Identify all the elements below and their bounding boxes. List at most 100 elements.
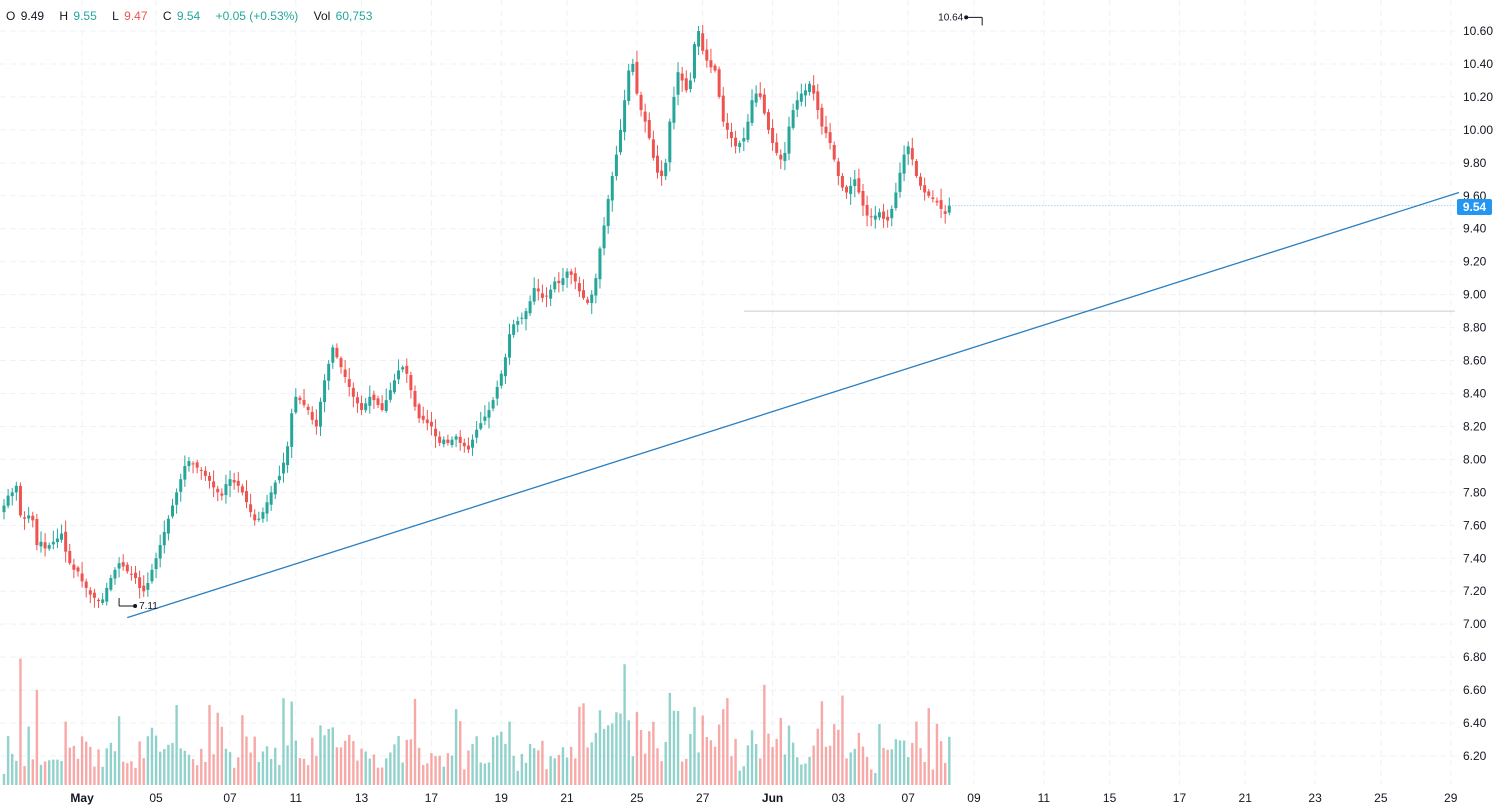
volume-bar [639, 729, 643, 785]
candle-body [10, 492, 14, 497]
time-tick-label: 03 [832, 791, 846, 805]
candle-body [240, 486, 244, 493]
candle-body [27, 515, 31, 519]
candle-body [109, 578, 113, 590]
candle-body [199, 469, 203, 471]
candle-body [51, 541, 55, 545]
volume-bar [191, 759, 195, 785]
volume-bar [800, 764, 803, 785]
candle-body [561, 278, 565, 285]
candle-body [47, 545, 51, 549]
volume-bar [907, 756, 910, 785]
volume-bar [820, 701, 824, 785]
candle-body [787, 126, 791, 154]
low-marker-dot [133, 604, 138, 609]
volume-bar [861, 746, 865, 785]
volume-bar [311, 737, 314, 785]
volume-bar [401, 762, 404, 785]
volume-bar [253, 736, 256, 785]
candle-body [631, 63, 635, 72]
volume-bar [204, 761, 207, 785]
volume-bar [771, 746, 774, 785]
volume-bar [331, 727, 334, 785]
candle-body [923, 185, 927, 193]
volume-bar [315, 755, 318, 785]
volume-bar [561, 747, 565, 785]
candle-body [812, 85, 816, 94]
volume-bar [89, 746, 92, 785]
candle-body [754, 93, 758, 103]
candle-body [269, 492, 273, 505]
volume-bar [648, 731, 651, 785]
candle-body [627, 70, 631, 101]
candle-body [783, 152, 787, 162]
candle-body [586, 299, 590, 303]
candle-body [849, 185, 853, 195]
price-tick-label: 8.40 [1463, 387, 1487, 401]
candle-body [39, 541, 43, 547]
candle-body [134, 572, 138, 579]
candle-body [499, 373, 503, 386]
candle-body [306, 406, 310, 410]
volume-bar [948, 736, 951, 785]
candle-body [446, 439, 450, 443]
time-tick-label: Jun [762, 791, 783, 805]
volume-bar [372, 754, 376, 785]
time-tick-label: 21 [1239, 791, 1253, 805]
candle-body [701, 33, 705, 51]
candle-body [360, 403, 364, 410]
candle-body [327, 363, 331, 381]
candle-body [475, 429, 479, 438]
time-tick-label: 25 [1374, 791, 1388, 805]
price-axis[interactable]: 10.6010.4010.2010.009.809.609.409.209.00… [1463, 24, 1493, 763]
volume-bar [85, 741, 88, 785]
volume-bar [586, 747, 589, 785]
volume-bar [27, 726, 30, 785]
candle-body [565, 271, 569, 278]
candle-body [614, 154, 618, 177]
candle-body [824, 126, 828, 134]
volume-bar [611, 723, 614, 785]
candle-body [162, 531, 166, 546]
volume-bar [853, 748, 856, 785]
time-axis[interactable]: May 05 07 11 13 17 19 21 25 27 Jun 03 07 09 11 15 17 21 23… [70, 791, 1457, 805]
volume-bar [754, 744, 758, 785]
candle-body [187, 461, 191, 467]
candle-body [483, 416, 487, 421]
candle-body [931, 197, 935, 200]
volume-bar [911, 742, 914, 785]
volume-bar [150, 727, 154, 785]
candle-body [651, 139, 655, 158]
candle-body [372, 394, 376, 401]
volume-bar [685, 758, 688, 785]
candle-body [376, 398, 380, 406]
candle-body [158, 545, 162, 559]
candle-body [343, 369, 347, 378]
volume-bar [874, 773, 877, 785]
time-tick-label: 17 [1173, 791, 1187, 805]
candle-body [906, 146, 910, 155]
candle-body [582, 290, 586, 298]
candle-body [72, 564, 76, 570]
volume-bar [467, 750, 470, 785]
time-tick-label: 15 [1103, 791, 1117, 805]
candle-body [55, 538, 59, 543]
candle-body [495, 386, 499, 399]
candle-body [121, 562, 125, 567]
candle-body [323, 380, 327, 403]
candle-body [487, 409, 491, 418]
candle-body [536, 288, 540, 292]
candle-body [598, 248, 602, 280]
volume-bar [430, 753, 433, 785]
trendline[interactable] [127, 191, 1460, 619]
volume-bar [524, 762, 528, 785]
price-tick-label: 8.60 [1463, 354, 1487, 368]
candle-body [273, 482, 277, 495]
volume-bar [405, 739, 408, 785]
volume-bar [594, 732, 598, 785]
volume-bar [2, 773, 6, 785]
candle-body [101, 599, 105, 603]
candle-body [898, 172, 902, 192]
volume-bar [664, 741, 667, 785]
